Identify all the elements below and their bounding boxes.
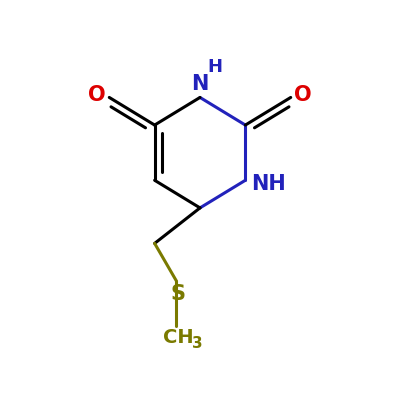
Text: H: H (208, 58, 222, 76)
Text: S: S (171, 284, 186, 304)
Text: 3: 3 (192, 336, 202, 351)
Text: NH: NH (251, 174, 286, 194)
Text: O: O (88, 86, 106, 106)
Text: CH: CH (163, 328, 194, 347)
Text: O: O (294, 86, 312, 106)
Text: N: N (191, 74, 209, 94)
